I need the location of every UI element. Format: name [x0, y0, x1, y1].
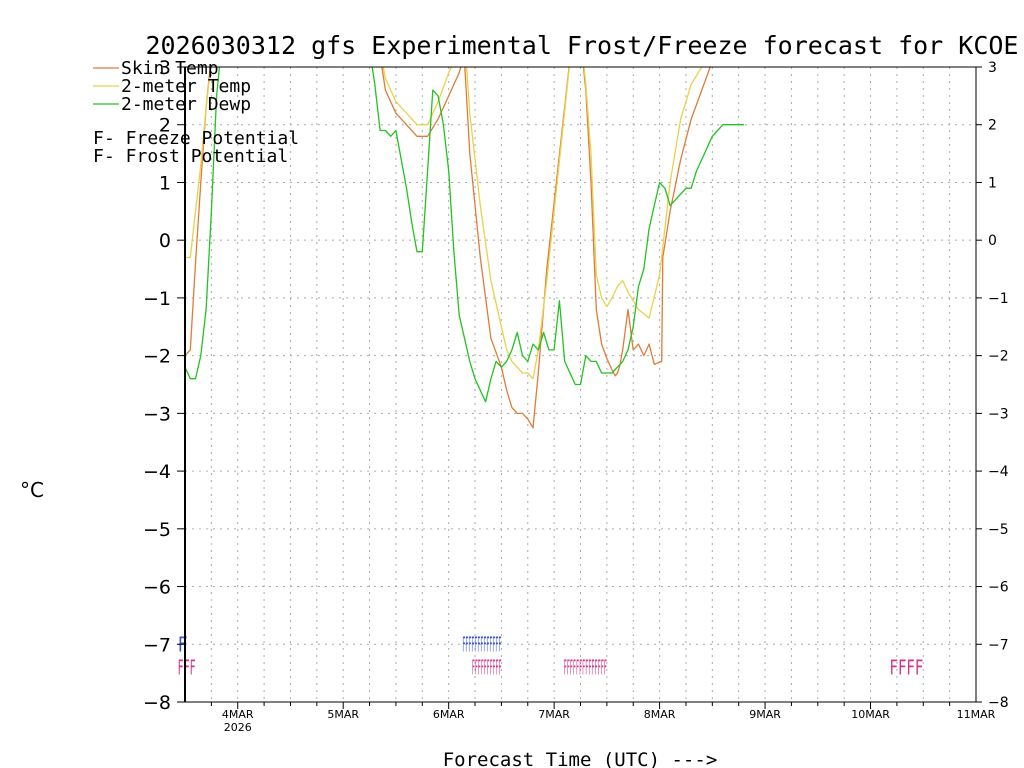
flag-legend-letter: F — [93, 128, 104, 149]
y-tick-label: −8 — [143, 692, 171, 714]
y-tick-label: 2 — [159, 115, 171, 137]
2-meter-dewp-line — [185, 67, 744, 403]
freeze-flag: FFFFFFFFFF — [472, 655, 502, 679]
y-tick-label-right: −4 — [988, 464, 1009, 480]
y-tick-label: −1 — [143, 288, 171, 310]
flag-legend-letter: F — [93, 146, 104, 167]
legend-label: Skin Temp — [121, 58, 219, 79]
x-tick-label: 10MAR — [851, 708, 890, 721]
series-group — [185, 67, 744, 429]
y-axis-label: °C — [20, 478, 44, 502]
gridlines — [185, 67, 976, 702]
2-meter-temp-line — [185, 67, 703, 380]
x-tick-label: 9MAR — [749, 708, 781, 721]
y-tick-label-right: −8 — [988, 695, 1009, 711]
y-tick-label-right: −3 — [988, 406, 1009, 422]
frost-flag: FFFFFFFFFFFFF — [462, 632, 501, 656]
y-tick-label-right: 2 — [988, 118, 997, 134]
y-tick-label-right: −1 — [988, 291, 1009, 307]
x-tick-label: 5MAR — [327, 708, 359, 721]
y-tick-label: 0 — [159, 230, 171, 252]
y-tick-label: −7 — [143, 634, 171, 656]
freeze-flag: FFF — [178, 655, 196, 679]
y-tick-label: −5 — [143, 519, 171, 541]
freeze-flag: FFFFFFFFFFFFFF — [564, 655, 607, 679]
skin-temp-line — [185, 67, 711, 429]
flag-legend-label: - Freeze Potential — [104, 128, 299, 149]
y-tick-label-right: 1 — [988, 175, 997, 191]
y-tick-label-right: −2 — [988, 349, 1009, 365]
x-tick-label: 8MAR — [644, 708, 676, 721]
y-tick-label: −6 — [143, 577, 171, 599]
y-tick-label: −3 — [143, 403, 171, 425]
legend-label: 2-meter Dewp — [121, 94, 251, 115]
y-tick-label: −4 — [143, 461, 171, 483]
y-tick-label: 1 — [159, 172, 171, 194]
legend-label: 2-meter Temp — [121, 76, 251, 97]
y-tick-label-right: 3 — [988, 60, 997, 76]
y-tick-label-right: −5 — [988, 522, 1009, 538]
x-tick-label: 11MAR — [957, 708, 996, 721]
chart-title: 2026030312 gfs Experimental Frost/Freeze… — [146, 31, 1019, 60]
x-tick-label: 4MAR — [222, 708, 254, 721]
y-tick-label: −2 — [143, 346, 171, 368]
freeze-flag: FFFF — [890, 655, 924, 679]
y-tick-label: 3 — [159, 57, 171, 79]
axes: −8 −8 −7 −7 −6 −6 −5 −5 −4 −4 −3 −3 −2 −2 −1 −1 0 0 1 1 2 2 3 3… — [143, 57, 1009, 734]
y-tick-label-right: −7 — [988, 637, 1009, 653]
x-axis-label: Forecast Time (UTC) ---> — [443, 749, 718, 768]
x-tick-label: 7MAR — [538, 708, 570, 721]
y-tick-label-right: −6 — [988, 580, 1009, 596]
x-tick-label: 6MAR — [433, 708, 465, 721]
flag-legend-label: - Frost Potential — [104, 146, 288, 167]
x-tick-sublabel: 2026 — [224, 721, 252, 734]
y-tick-label-right: 0 — [988, 233, 997, 249]
